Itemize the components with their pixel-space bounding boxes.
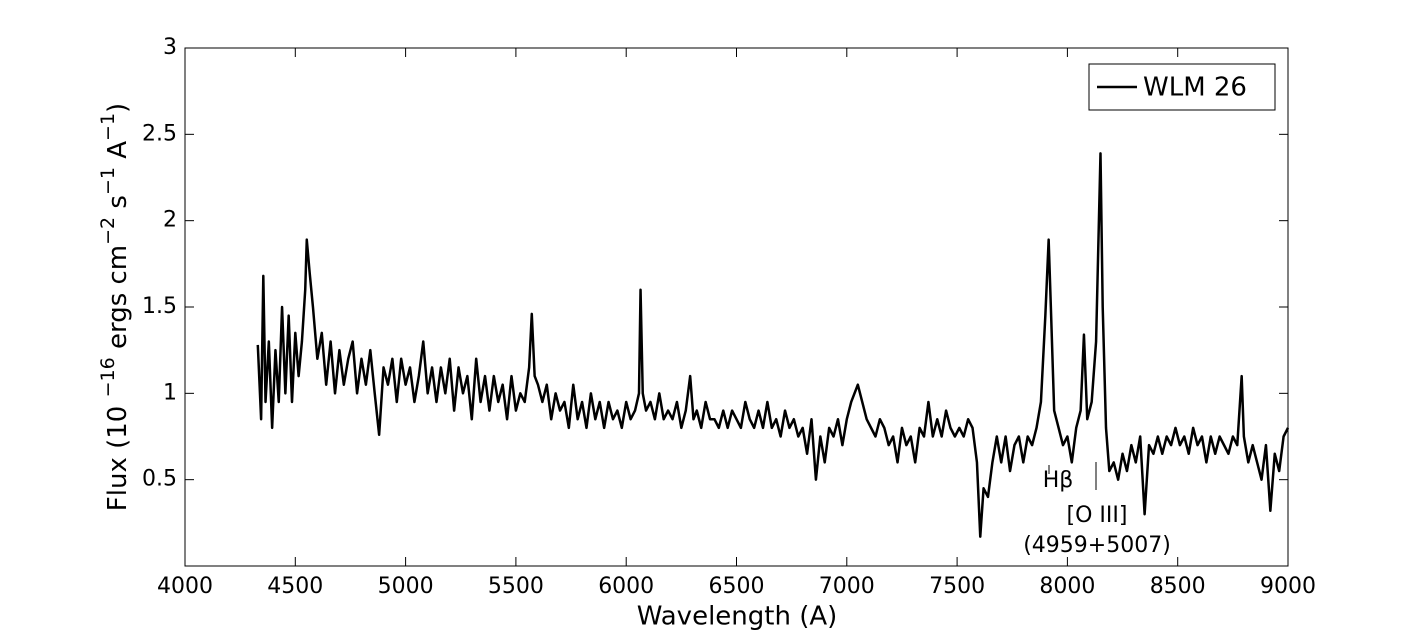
y-tick-label: 1.5 [142, 294, 177, 319]
y-axis-label-part: −16 [97, 357, 119, 397]
spectrum-line [256, 152, 1290, 538]
annotation: (4959+5007) [1023, 533, 1171, 558]
x-tick-label: 5500 [488, 574, 544, 599]
x-tick-label: 8500 [1150, 574, 1206, 599]
y-axis-label-part: −1 [97, 113, 119, 141]
y-axis-label: Flux (10 −16 ergs cm−2 s−1 A−1) [97, 103, 133, 511]
y-axis-label-part: −1 [97, 167, 119, 195]
legend: WLM 26 [1088, 63, 1276, 111]
legend-label: WLM 26 [1143, 73, 1247, 103]
x-tick-label: 6500 [709, 574, 765, 599]
x-tick-label: 6000 [598, 574, 654, 599]
y-axis-label-part: ) [103, 103, 133, 113]
y-axis-label-part: Flux (10 [103, 397, 133, 511]
x-tick-label: 4000 [157, 574, 213, 599]
annotation: Hβ [1043, 468, 1074, 493]
y-axis-label-part: ergs cm [103, 245, 133, 357]
x-tick-label: 7500 [929, 574, 985, 599]
y-axis-label-part: A [103, 141, 133, 167]
annotation: [O III] [1067, 503, 1128, 528]
x-tick-label: 4500 [267, 574, 323, 599]
y-tick-label: 3 [163, 35, 177, 60]
y-tick-label: 2.5 [142, 121, 177, 146]
y-tick-label: 0.5 [142, 467, 177, 492]
y-axis-label-part: s [103, 195, 133, 217]
x-tick-label: 8000 [1039, 574, 1095, 599]
plot-area [184, 47, 1289, 567]
x-tick-label: 7000 [819, 574, 875, 599]
y-axis-label-part: −2 [97, 217, 119, 245]
x-tick-label: 9000 [1260, 574, 1316, 599]
y-tick-label: 1 [163, 380, 177, 405]
x-tick-label: 5000 [378, 574, 434, 599]
y-tick-label: 2 [163, 208, 177, 233]
x-axis-label: Wavelength (A) [637, 602, 838, 632]
